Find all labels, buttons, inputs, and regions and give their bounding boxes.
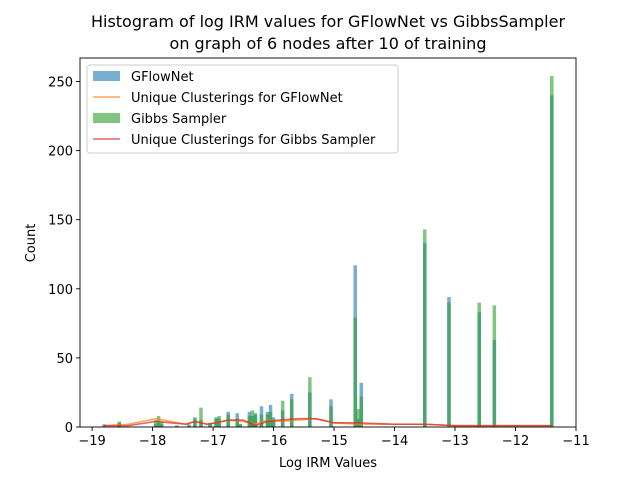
line-point-series-1-3 <box>170 421 171 422</box>
line-point-series-1-1 <box>128 424 129 425</box>
x-tick-label-1: −18 <box>139 434 166 449</box>
line-point-series-3-18 <box>424 424 425 425</box>
line-point-series-3-19 <box>454 425 455 426</box>
bar-series-2-14 <box>238 424 243 427</box>
line-point-series-3-16 <box>358 422 359 423</box>
line-point-series-1-2 <box>155 418 156 419</box>
y-tick-label-3: 150 <box>48 214 73 229</box>
chart-title-line-2: on graph of 6 nodes after 10 of training <box>170 34 487 53</box>
line-point-series-1-16 <box>358 424 359 425</box>
bar-series-2-26 <box>353 317 357 427</box>
legend-label-gibbs: Gibbs Sampler <box>131 112 227 127</box>
line-point-series-3-1 <box>128 425 129 426</box>
bar-series-2-29 <box>423 229 427 427</box>
line-point-series-3-17 <box>394 424 395 425</box>
y-tick-label-2: 100 <box>48 283 73 298</box>
axes: −19 −18 −17 −16 −15 −14 −13 −12 −11 0 50 100 150 200 2… <box>48 57 590 449</box>
y-axis-label: Count <box>24 224 39 263</box>
line-point-series-3-14 <box>315 418 316 419</box>
bar-series-2-31 <box>477 302 481 427</box>
line-point-series-3-0 <box>104 425 105 426</box>
line-point-series-1-13 <box>297 419 298 420</box>
line-point-series-3-12 <box>279 419 280 420</box>
legend-swatch-gibbs <box>93 113 120 123</box>
x-tick-label-6: −13 <box>441 434 468 449</box>
bar-series-2-21 <box>271 421 276 427</box>
y-tick-label-1: 50 <box>56 352 73 367</box>
bar-series-2-17 <box>253 413 258 427</box>
bar-series-2-24 <box>308 377 312 427</box>
line-point-series-3-21 <box>515 425 516 426</box>
line-point-series-1-12 <box>279 421 280 422</box>
x-tick-label-2: −17 <box>199 434 226 449</box>
bar-series-2-28 <box>359 396 364 427</box>
y-tick-label-0: 0 <box>65 421 73 436</box>
bar-series-2-15 <box>247 415 252 427</box>
line-point-series-3-9 <box>243 419 244 420</box>
legend-frame <box>86 64 399 154</box>
line-point-series-3-22 <box>551 425 552 426</box>
y-tick-label-4: 200 <box>48 145 73 160</box>
line-point-series-3-3 <box>170 422 171 423</box>
legend: GFlowNet Unique Clusterings for GFlowNet… <box>86 64 399 154</box>
bar-series-2-6 <box>187 425 191 427</box>
bar-series-2-4 <box>159 421 164 427</box>
bar-series-2-9 <box>208 422 212 427</box>
axes-frame <box>79 57 577 428</box>
line-point-series-3-13 <box>297 418 298 419</box>
line-point-series-3-15 <box>333 422 334 423</box>
line-point-series-3-4 <box>185 424 186 425</box>
x-axis-label: Log IRM Values <box>279 456 377 471</box>
bar-series-2-22 <box>280 400 285 427</box>
legend-label-gflownet-unique: Unique Clusterings for GFlowNet <box>131 91 343 106</box>
bar-series-2-27 <box>356 409 360 427</box>
bar-series-2-7 <box>193 418 197 427</box>
line-series-3 <box>104 417 552 427</box>
bar-series-2-0 <box>102 425 106 427</box>
bar-series-2-18 <box>259 414 264 427</box>
legend-label-gibbs-unique: Unique Clusterings for Gibbs Sampler <box>131 133 376 148</box>
bar-series-2-30 <box>447 302 451 427</box>
x-tick-label-4: −15 <box>320 434 347 449</box>
bar-series-2-25 <box>329 406 333 427</box>
bar-series-2-32 <box>492 305 497 427</box>
bar-series-2-16 <box>250 410 255 427</box>
line-point-series-3-11 <box>267 421 268 422</box>
bar-series-2-8 <box>199 407 203 427</box>
legend-label-gflownet: GFlowNet <box>131 70 194 85</box>
line-point-series-3-20 <box>485 425 486 426</box>
bar-series-2-2 <box>153 420 158 427</box>
line-point-series-3-5 <box>194 421 195 422</box>
bar-series-2-23 <box>289 399 294 427</box>
line-point-series-1-11 <box>267 419 268 420</box>
line-point-series-3-6 <box>206 424 207 425</box>
bar-series-2-20 <box>268 411 273 427</box>
legend-swatch-gflownet <box>93 71 120 81</box>
line-point-series-3-2 <box>155 421 156 422</box>
y-tick-label-5: 250 <box>48 75 73 90</box>
x-tick-label-0: −19 <box>78 434 105 449</box>
x-tick-label-7: −12 <box>502 434 529 449</box>
histogram-bars <box>102 75 554 427</box>
x-tick-label-8: −11 <box>562 434 589 449</box>
line-point-series-3-10 <box>255 425 256 426</box>
x-tick-label-5: −14 <box>381 434 408 449</box>
chart-title-line-1: Histogram of log IRM values for GFlowNet… <box>91 12 565 31</box>
unique-clustering-lines <box>104 417 552 427</box>
bar-series-2-5 <box>175 425 179 427</box>
line-point-series-3-8 <box>228 419 229 420</box>
bar-series-2-33 <box>550 75 554 427</box>
bar-series-2-13 <box>235 418 240 427</box>
line-point-series-3-7 <box>216 422 217 423</box>
x-tick-label-3: −16 <box>260 434 287 449</box>
